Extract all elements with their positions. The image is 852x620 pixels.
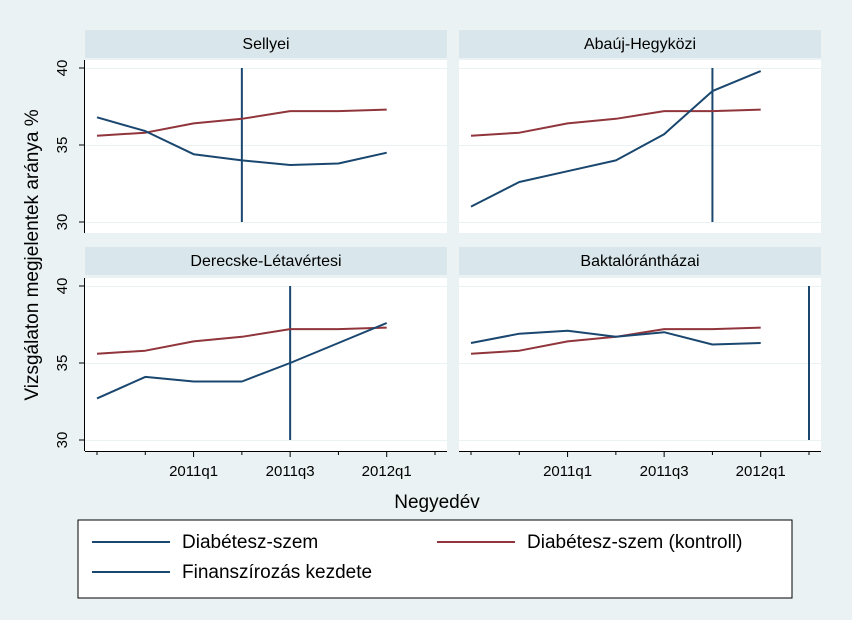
panel-3-series-treated-line bbox=[96, 322, 388, 400]
panel-3-y-tick-label-35: 35 bbox=[54, 355, 71, 372]
panel-4-x-tick-label-2011q3: 2011q3 bbox=[640, 463, 689, 480]
panel-2-series-treated-line bbox=[470, 70, 762, 208]
panel-1-series-control-line bbox=[96, 108, 387, 137]
panel-3-x-tick-label-2012q1: 2012q1 bbox=[362, 463, 412, 480]
panel-2-series-control-line bbox=[470, 108, 761, 137]
panel-3-x-tick-label-2011q3: 2011q3 bbox=[266, 463, 315, 480]
legend-label-control: Diabétesz-szem (kontroll) bbox=[527, 532, 742, 553]
panel-2-strip bbox=[459, 30, 821, 58]
y-axis-title: Vizsgálaton megjelentek aránya % bbox=[22, 109, 43, 400]
legend-box bbox=[77, 519, 793, 599]
panel-2-title: Abaúj-Hegyközi bbox=[584, 36, 696, 53]
panel-1-y-tick-label-40: 40 bbox=[54, 60, 71, 77]
x-axis-title: Negyedév bbox=[394, 492, 480, 513]
panel-3-plot-area bbox=[85, 278, 447, 451]
panel-3-title: Derecske-Létavértesi bbox=[190, 253, 341, 270]
legend-label-treated: Diabétesz-szem bbox=[182, 532, 318, 553]
legend-label-funding: Finanszírozás kezdete bbox=[182, 562, 372, 583]
panel-3-y-tick-label-30: 30 bbox=[54, 432, 71, 449]
panel-4-strip bbox=[459, 247, 821, 275]
panel-1-y-tick-label-30: 30 bbox=[54, 214, 71, 231]
panel-2-marks bbox=[459, 68, 821, 223]
panel-3-strip bbox=[85, 247, 447, 275]
panel-1-marks: 30 35 40 bbox=[54, 60, 447, 231]
panel-4-plot-area bbox=[459, 278, 821, 451]
panel-4-x-tick-label-2011q1: 2011q1 bbox=[543, 463, 592, 480]
panel-4-marks: 2011q1 2011q3 2012q1 bbox=[459, 286, 821, 480]
panel-4-title: Baktalórántházai bbox=[580, 253, 699, 270]
panel-3-y-tick-label-40: 40 bbox=[54, 278, 71, 295]
panel-1-series-treated-line bbox=[96, 116, 387, 166]
panel-1-y-tick-label-35: 35 bbox=[54, 137, 71, 154]
panel-1-strip bbox=[85, 30, 447, 58]
panel-3-marks: 30 35 40 2011q1 2011q3 2012q1 bbox=[54, 278, 447, 480]
panel-4-series-treated-line bbox=[470, 329, 761, 346]
panel-4-x-tick-label-2012q1: 2012q1 bbox=[736, 463, 786, 480]
panel-1-title: Sellyei bbox=[242, 36, 289, 53]
panel-3-series-control-line bbox=[96, 326, 387, 355]
panel-1-plot-area bbox=[85, 60, 447, 233]
panel-3-x-tick-label-2011q1: 2011q1 bbox=[169, 463, 218, 480]
